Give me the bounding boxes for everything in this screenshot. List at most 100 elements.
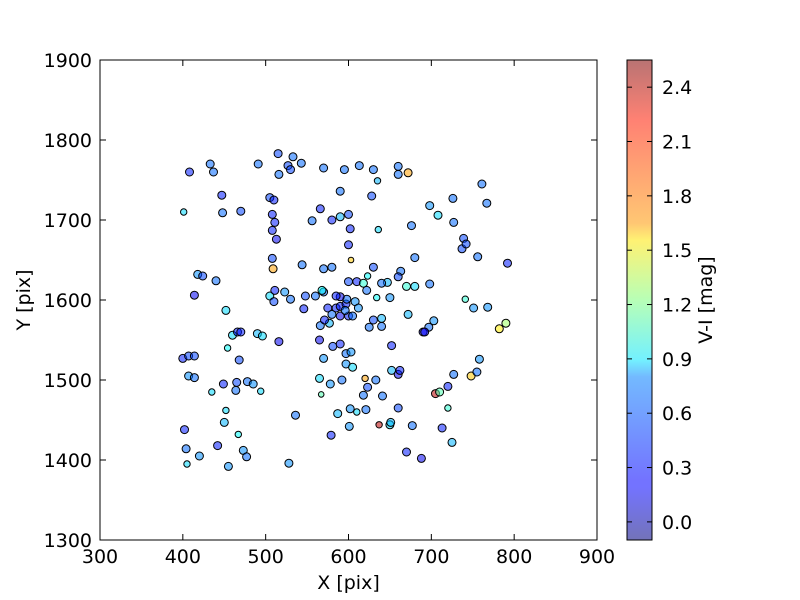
data-point bbox=[218, 208, 228, 218]
data-point bbox=[219, 417, 229, 427]
data-point bbox=[339, 165, 349, 175]
data-point bbox=[469, 303, 479, 313]
data-point bbox=[395, 365, 405, 375]
colorbar-tick-label: 0.3 bbox=[662, 458, 692, 480]
data-point bbox=[368, 315, 378, 325]
data-point bbox=[433, 210, 443, 220]
x-tick-label: 800 bbox=[496, 546, 532, 568]
data-point bbox=[327, 262, 337, 272]
data-point bbox=[407, 221, 416, 231]
data-point bbox=[221, 305, 231, 315]
data-point bbox=[232, 377, 242, 387]
data-point bbox=[347, 256, 355, 264]
y-tick-label: 1800 bbox=[44, 130, 92, 152]
data-point bbox=[444, 404, 452, 412]
colorbar-tick-label: 1.8 bbox=[662, 186, 692, 208]
data-point bbox=[270, 217, 280, 227]
y-tick-label: 1300 bbox=[44, 530, 92, 552]
data-point bbox=[472, 367, 482, 377]
data-point bbox=[477, 179, 487, 189]
x-tick-label: 600 bbox=[330, 546, 366, 568]
data-point bbox=[416, 453, 426, 463]
data-point bbox=[461, 239, 471, 249]
data-point bbox=[346, 347, 356, 357]
data-point bbox=[435, 387, 445, 397]
data-point bbox=[443, 381, 453, 391]
data-point bbox=[368, 165, 378, 175]
data-point bbox=[198, 271, 208, 281]
data-point bbox=[378, 391, 387, 401]
data-point bbox=[403, 309, 413, 319]
data-point bbox=[363, 272, 372, 280]
data-point bbox=[231, 385, 241, 395]
data-point bbox=[299, 304, 309, 314]
data-point bbox=[447, 437, 457, 447]
data-point bbox=[208, 388, 216, 396]
data-point bbox=[348, 362, 358, 372]
data-point bbox=[345, 224, 355, 234]
colorbar-gradient bbox=[626, 59, 653, 541]
data-point bbox=[327, 309, 337, 319]
data-point bbox=[425, 201, 435, 211]
x-tick-label: 900 bbox=[579, 546, 615, 568]
data-point bbox=[274, 337, 284, 347]
data-point bbox=[449, 217, 459, 227]
colorbar-tick-label: 0.0 bbox=[662, 512, 692, 534]
data-point bbox=[373, 177, 382, 185]
data-point bbox=[280, 287, 290, 297]
data-point bbox=[344, 421, 354, 431]
data-point bbox=[257, 331, 267, 341]
data-point bbox=[213, 441, 223, 451]
data-point bbox=[393, 403, 403, 413]
y-tick-label: 1600 bbox=[44, 290, 92, 312]
data-point bbox=[315, 204, 325, 214]
data-point bbox=[362, 285, 372, 295]
data-point bbox=[385, 293, 395, 303]
data-point bbox=[317, 285, 327, 295]
data-point bbox=[337, 375, 347, 385]
data-point bbox=[344, 209, 353, 219]
colorbar-tick-label: 1.5 bbox=[662, 240, 692, 262]
data-point bbox=[331, 291, 341, 301]
data-point bbox=[291, 410, 300, 420]
data-point bbox=[483, 302, 493, 312]
data-point bbox=[333, 409, 343, 419]
data-point bbox=[437, 423, 447, 433]
data-point bbox=[185, 167, 194, 177]
data-point bbox=[473, 252, 483, 262]
x-tick-label: 400 bbox=[165, 546, 201, 568]
data-point bbox=[315, 335, 324, 345]
data-point bbox=[393, 161, 403, 171]
data-point bbox=[344, 240, 353, 250]
data-point bbox=[501, 318, 511, 328]
data-point bbox=[236, 206, 246, 216]
data-point bbox=[358, 390, 368, 400]
data-point bbox=[319, 264, 329, 274]
data-point bbox=[335, 339, 345, 349]
y-tick-label: 1900 bbox=[44, 50, 92, 72]
x-axis-label: X [pix] bbox=[317, 572, 379, 594]
data-point bbox=[242, 452, 252, 462]
data-point bbox=[274, 169, 284, 179]
data-point bbox=[248, 379, 258, 389]
data-point bbox=[234, 355, 244, 365]
data-point bbox=[286, 294, 295, 304]
data-point bbox=[474, 354, 484, 364]
data-point bbox=[269, 195, 279, 205]
data-point bbox=[503, 258, 512, 268]
data-point bbox=[267, 209, 277, 219]
data-point bbox=[273, 149, 283, 159]
data-point bbox=[326, 430, 336, 440]
data-point bbox=[377, 278, 387, 288]
data-point bbox=[402, 447, 411, 457]
data-point bbox=[297, 260, 307, 270]
data-point bbox=[180, 425, 189, 435]
data-point bbox=[461, 295, 469, 303]
data-point bbox=[364, 322, 374, 332]
data-point bbox=[181, 444, 191, 454]
data-point bbox=[402, 281, 411, 291]
data-point bbox=[320, 315, 329, 325]
data-point bbox=[420, 327, 430, 337]
data-point bbox=[375, 421, 383, 429]
data-point bbox=[310, 291, 320, 301]
